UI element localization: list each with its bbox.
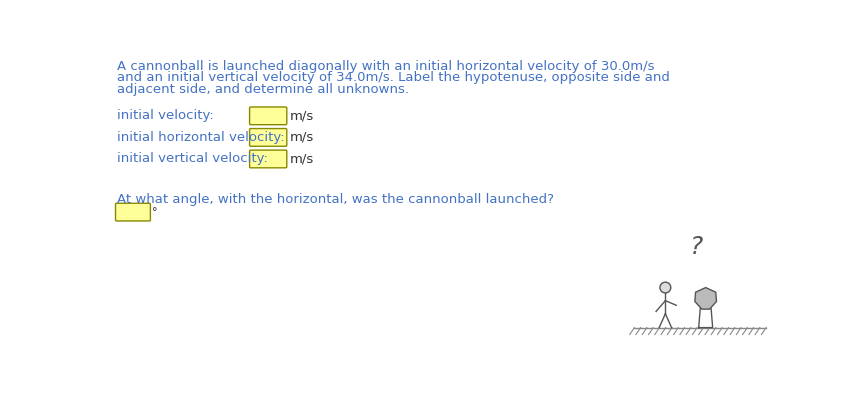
FancyBboxPatch shape — [250, 107, 287, 125]
Polygon shape — [695, 288, 716, 309]
Text: °: ° — [151, 207, 157, 217]
Text: m/s: m/s — [289, 131, 314, 144]
Text: initial vertical velocity:: initial vertical velocity: — [117, 152, 267, 165]
Text: initial horizontal velocity:: initial horizontal velocity: — [117, 131, 284, 144]
Text: m/s: m/s — [289, 109, 314, 122]
FancyBboxPatch shape — [250, 129, 287, 146]
Text: At what angle, with the horizontal, was the cannonball launched?: At what angle, with the horizontal, was … — [117, 193, 554, 206]
FancyBboxPatch shape — [250, 150, 287, 168]
Text: A cannonball is launched diagonally with an initial horizontal velocity of 30.0m: A cannonball is launched diagonally with… — [117, 60, 655, 73]
Text: and an initial vertical velocity of 34.0m/s. Label the hypotenuse, opposite side: and an initial vertical velocity of 34.0… — [117, 71, 669, 84]
Text: adjacent side, and determine all unknowns.: adjacent side, and determine all unknown… — [117, 83, 409, 96]
Circle shape — [660, 282, 671, 293]
Text: m/s: m/s — [289, 152, 314, 165]
FancyBboxPatch shape — [115, 203, 150, 221]
Text: ?: ? — [690, 235, 703, 259]
Text: initial velocity:: initial velocity: — [117, 109, 213, 122]
